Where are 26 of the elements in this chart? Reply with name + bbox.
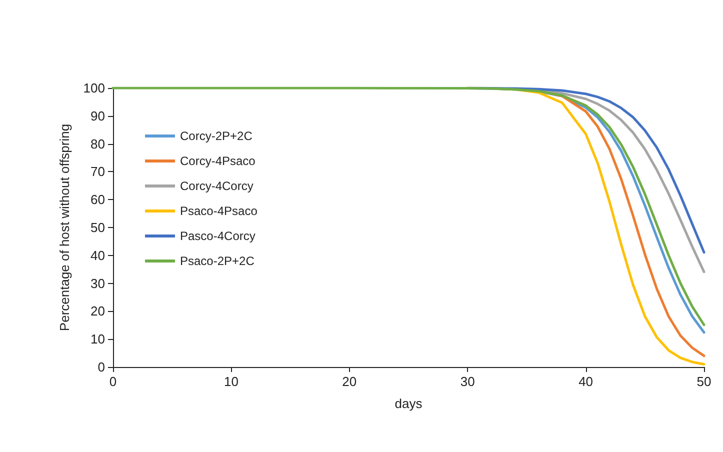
y-tick-label: 90 bbox=[90, 108, 105, 124]
x-axis-title: days bbox=[394, 396, 423, 411]
y-axis-title: Percentage of host without offspring bbox=[57, 124, 72, 332]
x-tick-label: 40 bbox=[578, 374, 594, 389]
line-series bbox=[112, 86, 706, 326]
y-tick-label: 20 bbox=[90, 304, 105, 319]
x-tick-label: 30 bbox=[460, 374, 475, 389]
y-tick-label: 70 bbox=[90, 164, 105, 180]
x-tick-label: 20 bbox=[342, 374, 357, 389]
y-tick-label: 50 bbox=[90, 220, 105, 235]
x-tick-label: 50 bbox=[696, 374, 712, 389]
x-tick-label: 0 bbox=[109, 374, 117, 389]
y-tick-label: 80 bbox=[90, 136, 105, 152]
legend-label: Psaco-2P+2C bbox=[180, 254, 255, 268]
legend-label: Pasco-4Corcy bbox=[180, 229, 256, 243]
legend-label: Corcy-4Corcy bbox=[180, 179, 254, 193]
y-tick-label: 100 bbox=[83, 80, 105, 96]
y-tick-label: 60 bbox=[90, 192, 105, 208]
legend-label: Corcy-4Psaco bbox=[180, 154, 256, 168]
legend-label: Psaco-4Psaco bbox=[180, 204, 258, 218]
x-tick-label: 10 bbox=[224, 374, 238, 389]
y-tick-label: 40 bbox=[90, 248, 105, 263]
legend-label: Corcy-2P+2C bbox=[180, 129, 253, 143]
y-tick-label: 10 bbox=[90, 332, 105, 347]
y-tick-label: 0 bbox=[98, 360, 105, 374]
y-tick-label: 30 bbox=[90, 276, 105, 291]
